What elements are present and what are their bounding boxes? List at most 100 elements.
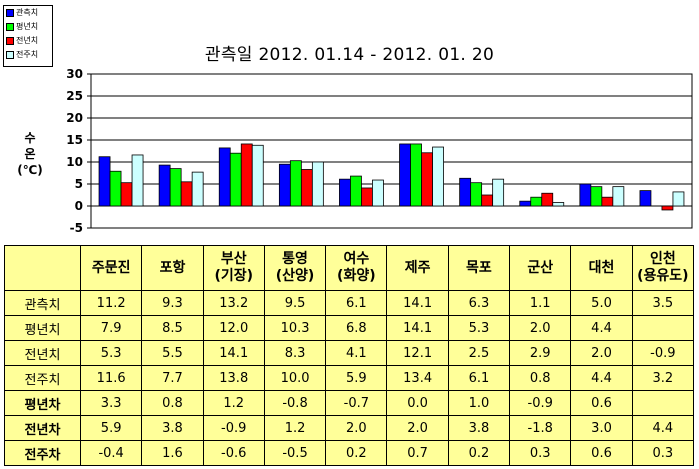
value-cell: 6.1 (325, 290, 388, 316)
bar (361, 187, 373, 207)
legend-swatch (6, 37, 14, 45)
value-cell: 3.8 (141, 415, 204, 441)
value-cell: -1.8 (509, 415, 572, 441)
header-text: (화양) (337, 268, 376, 284)
value-cell: 1.2 (263, 415, 327, 441)
value-cell: 13.8 (202, 365, 265, 391)
table-header-row: 주문진 포항 부산 (기장) 통영 (산양) 여수 (화양) 제주 목포 군산 대천 인천 (용유도) (4, 245, 695, 291)
bar (191, 171, 204, 207)
table-corner-cell (4, 245, 81, 291)
value-cell: 4.1 (325, 340, 388, 366)
value-cell: 3.3 (79, 390, 143, 416)
value-cell: 6.1 (447, 365, 511, 391)
bar (372, 179, 384, 207)
bar (98, 156, 111, 207)
value-cell: 4.4 (570, 315, 633, 341)
value-cell: 5.3 (79, 340, 143, 366)
value-cell (631, 390, 695, 416)
value-cell: 6.3 (447, 290, 511, 316)
y-axis-label: 수 온 (℃) (16, 130, 44, 178)
value-cell: 0.3 (509, 440, 572, 466)
bar (519, 200, 532, 207)
bar (180, 181, 193, 207)
value-cell: 12.1 (386, 340, 449, 366)
value-cell: 14.1 (386, 290, 449, 316)
y-axis-label-line: (℃) (17, 163, 43, 177)
value-cell: 3.0 (570, 415, 633, 441)
value-cell: 3.5 (631, 290, 695, 316)
value-cell: -0.7 (325, 390, 388, 416)
value-cell: 2.0 (570, 340, 633, 366)
header-text: 부산 (220, 251, 247, 267)
chart-legend: 관측치 평년치 전년치 전주치 (3, 5, 53, 67)
value-cell: 8.3 (263, 340, 327, 366)
value-cell: 5.9 (79, 415, 143, 441)
row-label-cell: 평년차 (4, 390, 81, 416)
table-header-cell: 제주 (386, 245, 449, 291)
value-cell: 0.6 (570, 390, 633, 416)
value-cell: 0.8 (141, 390, 204, 416)
legend-label: 전주치 (16, 50, 39, 59)
value-cell: 1.6 (141, 440, 204, 466)
bar (131, 154, 144, 207)
legend-item: 전년치 (4, 34, 52, 48)
legend-swatch (6, 51, 14, 59)
value-cell: 0.0 (386, 390, 449, 416)
table-header-cell: 통영 (산양) (263, 245, 327, 291)
bar (410, 143, 422, 207)
table-header-cell: 대천 (570, 245, 633, 291)
y-tick-label: 20 (66, 111, 83, 125)
bar (552, 202, 565, 207)
bar (541, 192, 554, 207)
y-tick-label: 5 (75, 177, 83, 191)
value-cell: 1.1 (509, 290, 572, 316)
row-label-cell: 평년치 (4, 315, 81, 341)
table-row: 전주차 -0.4 1.6 -0.6 -0.5 0.2 0.7 0.2 0.3 0.6 0.3 (4, 440, 695, 466)
table-row: 전년차 5.9 3.8 -0.9 1.2 2.0 2.0 3.8 -1.8 3.0 4.4 (4, 415, 695, 441)
bar (601, 196, 614, 207)
header-text: (기장) (214, 268, 254, 284)
table-header-cell: 포항 (141, 245, 204, 291)
legend-item: 전주치 (4, 48, 52, 62)
y-tick-label: 30 (66, 67, 83, 81)
row-label-cell: 전주치 (4, 365, 81, 391)
bar (109, 170, 122, 207)
value-cell: 8.5 (141, 315, 204, 341)
table-header-cell: 여수 (화양) (325, 245, 388, 291)
bar (158, 164, 171, 207)
header-text: (용유도) (637, 268, 689, 284)
value-cell: 10.3 (263, 315, 327, 341)
header-text: 제주 (404, 259, 431, 276)
table-row: 평년치 7.9 8.5 12.0 10.3 6.8 14.1 5.3 2.0 4.4 (4, 315, 695, 341)
legend-label: 평년치 (16, 22, 39, 31)
value-cell: -0.9 (509, 390, 572, 416)
value-cell: 1.2 (202, 390, 265, 416)
bar (672, 191, 685, 207)
row-label-cell: 전년차 (4, 415, 81, 441)
header-text: 주문진 (91, 259, 131, 276)
value-cell: -0.6 (202, 440, 265, 466)
bar (289, 160, 302, 207)
bar (120, 182, 133, 207)
value-cell: 4.4 (631, 415, 695, 441)
y-axis-label-line: 수 (24, 131, 36, 145)
value-cell: -0.8 (263, 390, 327, 416)
table-header-cell: 부산 (기장) (202, 245, 265, 291)
value-cell: 2.9 (509, 340, 572, 366)
value-cell: 3.8 (447, 415, 511, 441)
bar (459, 177, 472, 207)
legend-label: 전년치 (16, 36, 39, 45)
value-cell: 6.8 (325, 315, 388, 341)
bar (229, 152, 242, 207)
header-text: 군산 (527, 259, 554, 276)
value-cell: 7.7 (141, 365, 204, 391)
bar (470, 182, 483, 207)
value-cell: 3.2 (631, 365, 695, 391)
bar (421, 152, 433, 207)
header-text: (산양) (275, 268, 315, 284)
value-cell: 0.2 (325, 440, 388, 466)
value-cell: 0.6 (570, 440, 633, 466)
value-cell: 1.0 (447, 390, 511, 416)
table-row: 관측치 11.2 9.3 13.2 9.5 6.1 14.1 6.3 1.1 5.0 3.5 (4, 290, 695, 316)
value-cell: 7.9 (79, 315, 143, 341)
